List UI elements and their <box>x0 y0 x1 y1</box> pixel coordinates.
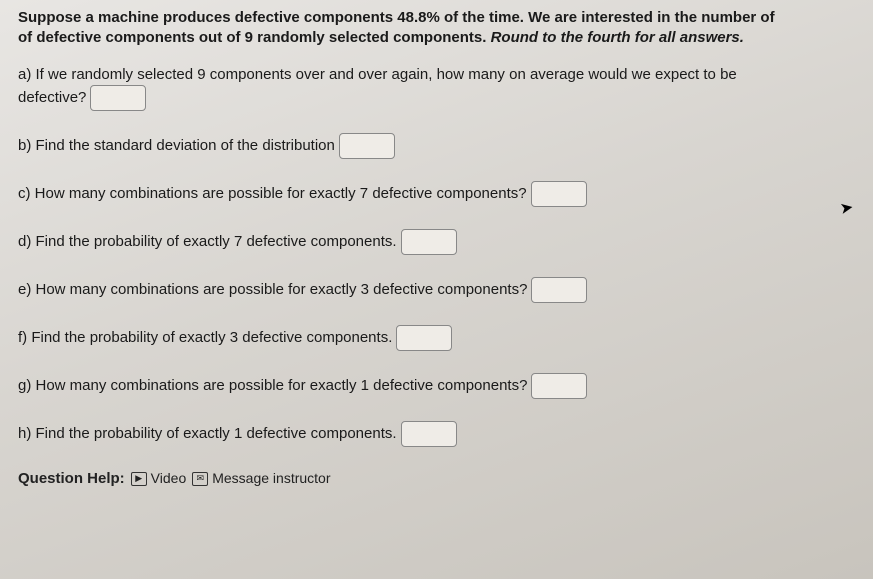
question-h: h) Find the probability of exactly 1 def… <box>18 421 859 447</box>
answer-input-h[interactable] <box>401 421 457 447</box>
question-a-line2: defective? <box>18 88 86 108</box>
answer-input-c[interactable] <box>531 181 587 207</box>
video-link-label: Video <box>151 469 187 488</box>
question-a-line1: a) If we randomly selected 9 components … <box>18 65 859 85</box>
question-a: a) If we randomly selected 9 components … <box>18 65 859 111</box>
question-help-label: Question Help: <box>18 469 125 489</box>
message-instructor-label: Message instructor <box>212 469 330 488</box>
question-g-text: g) How many combinations are possible fo… <box>18 376 527 396</box>
question-d: d) Find the probability of exactly 7 def… <box>18 229 859 255</box>
play-icon: ▶ <box>131 472 147 486</box>
question-e-text: e) How many combinations are possible fo… <box>18 280 527 300</box>
answer-input-f[interactable] <box>396 325 452 351</box>
answer-input-d[interactable] <box>401 229 457 255</box>
question-c: c) How many combinations are possible fo… <box>18 181 859 207</box>
question-d-text: d) Find the probability of exactly 7 def… <box>18 232 397 252</box>
question-c-text: c) How many combinations are possible fo… <box>18 184 527 204</box>
answer-input-b[interactable] <box>339 133 395 159</box>
question-b: b) Find the standard deviation of the di… <box>18 133 859 159</box>
message-instructor-link[interactable]: ✉ Message instructor <box>192 469 330 488</box>
question-h-text: h) Find the probability of exactly 1 def… <box>18 424 397 444</box>
question-e: e) How many combinations are possible fo… <box>18 277 859 303</box>
question-b-text: b) Find the standard deviation of the di… <box>18 136 335 156</box>
question-help-row: Question Help: ▶ Video ✉ Message instruc… <box>18 469 859 489</box>
mail-icon: ✉ <box>192 472 208 486</box>
video-link[interactable]: ▶ Video <box>131 469 187 488</box>
intro-line2-plain: of defective components out of 9 randoml… <box>18 29 491 46</box>
question-f-text: f) Find the probability of exactly 3 def… <box>18 328 392 348</box>
intro-line2: of defective components out of 9 randoml… <box>18 28 859 48</box>
answer-input-e[interactable] <box>531 277 587 303</box>
answer-input-g[interactable] <box>531 373 587 399</box>
intro-line1: Suppose a machine produces defective com… <box>18 8 859 28</box>
answer-input-a[interactable] <box>90 85 146 111</box>
problem-intro: Suppose a machine produces defective com… <box>18 8 859 49</box>
question-f: f) Find the probability of exactly 3 def… <box>18 325 859 351</box>
intro-line2-emph: Round to the fourth for all answers. <box>491 29 744 46</box>
question-g: g) How many combinations are possible fo… <box>18 373 859 399</box>
